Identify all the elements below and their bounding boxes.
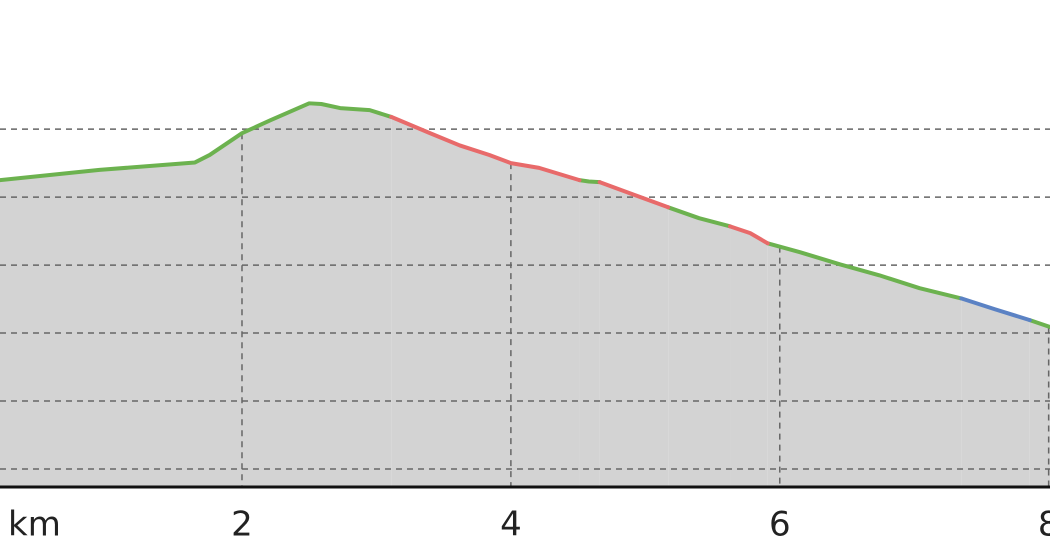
profile-line [959, 296, 1032, 323]
grid [0, 128, 1050, 487]
profile-line [389, 114, 582, 183]
area-fill [579, 180, 600, 487]
profile-line [0, 101, 394, 183]
profile-line [728, 224, 770, 246]
profile-line [597, 180, 671, 210]
profile-line [666, 205, 733, 229]
x-tick-label: 2 [231, 505, 253, 545]
area-fill [391, 116, 580, 487]
area-fill [0, 103, 392, 488]
fills [0, 103, 1050, 488]
area-fill [730, 226, 768, 487]
x-tick-labels: 2 4 6 8 [231, 505, 1050, 545]
x-tick-label: 4 [500, 505, 522, 545]
profile-line [577, 178, 602, 185]
x-tick-label: 8 [1038, 505, 1050, 545]
area-fill [599, 182, 669, 487]
area-fill [767, 243, 962, 487]
area-fill [668, 207, 731, 488]
area-fill [1029, 320, 1050, 487]
profile-line [765, 241, 964, 301]
x-axis-label: km [8, 505, 61, 545]
profile-line [1027, 318, 1050, 329]
x-tick-label: 6 [769, 505, 791, 545]
area-fill [961, 298, 1030, 487]
lines [0, 101, 1050, 329]
